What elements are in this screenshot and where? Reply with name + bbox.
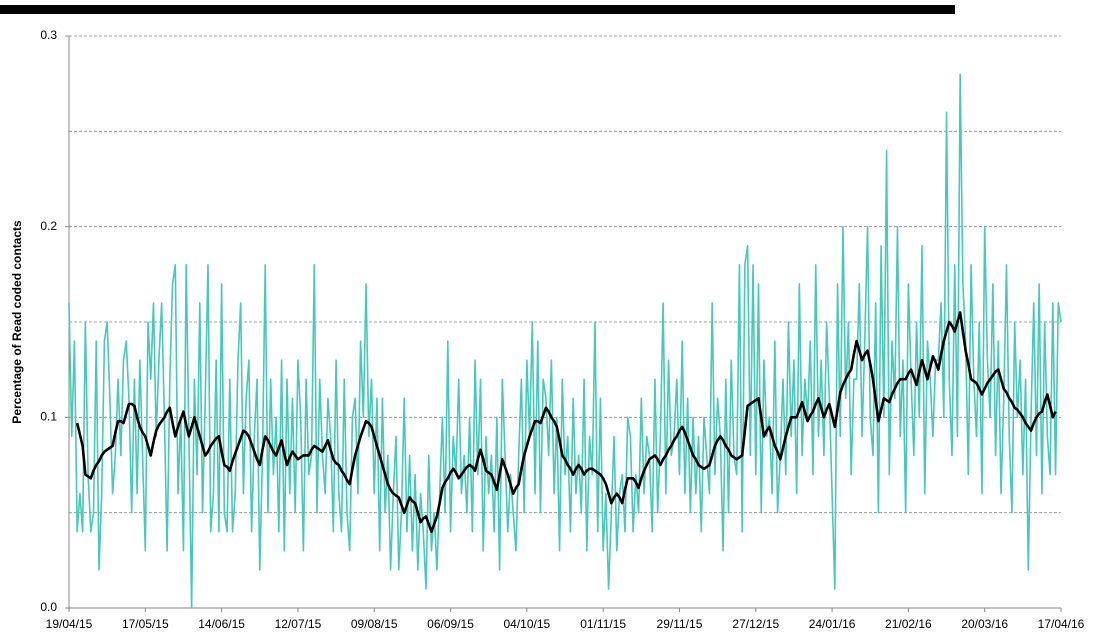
x-tick-label: 17/04/16 [1038,617,1085,631]
y-axis-label: Percentage of Read coded contacts [10,220,24,424]
x-tick-label: 24/01/16 [809,617,856,631]
x-tick-label: 19/04/15 [46,617,93,631]
y-tick-label: 0.3 [40,28,57,42]
x-tick-label: 14/06/15 [198,617,245,631]
top-bar [0,5,955,14]
x-tick-label: 21/02/16 [885,617,932,631]
x-tick-label: 01/11/15 [580,617,626,631]
x-tick-label: 12/07/15 [275,617,322,631]
x-tick-label: 04/10/15 [503,617,550,631]
y-tick-label: 0.1 [40,410,57,424]
x-tick-label: 20/03/16 [961,617,1008,631]
x-tick-label: 29/11/15 [657,617,703,631]
series-line [75,311,1057,534]
x-tick-label: 06/09/15 [427,617,474,631]
series-line [68,73,1062,609]
x-tick-label: 17/05/15 [122,617,169,631]
y-tick-label: 0.2 [40,219,57,233]
x-tick-label: 27/12/15 [732,617,779,631]
y-tick-label: 0.0 [40,600,57,614]
x-tick-label: 09/08/15 [351,617,398,631]
